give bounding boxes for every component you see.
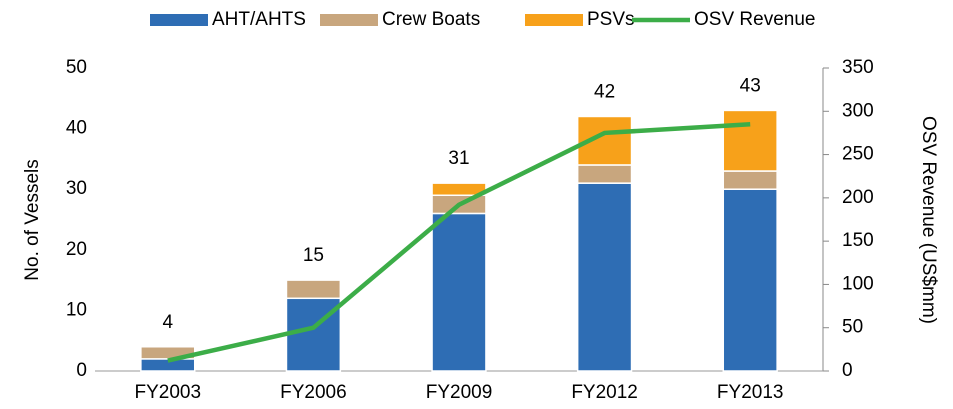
- bar-segment: [431, 212, 487, 372]
- legend-swatch: [320, 14, 378, 26]
- x-tick-label: FY2012: [571, 382, 638, 403]
- y-tick-label: 10: [66, 299, 87, 320]
- x-tick-label: FY2013: [717, 382, 784, 403]
- legend-swatch: [150, 14, 208, 26]
- line-series: [167, 122, 751, 363]
- total-label: 4: [163, 312, 174, 333]
- x-tick-label: FY2009: [426, 382, 493, 403]
- total-label: 31: [448, 148, 469, 169]
- bar-segment: [722, 188, 778, 372]
- total-label: 15: [303, 245, 324, 266]
- legend-swatch: [525, 14, 583, 26]
- y-tick-label: 50: [66, 57, 87, 78]
- y2-tick-label: 0: [842, 360, 853, 381]
- y2-axis-title: OSV Revenue (US$mm): [918, 116, 939, 324]
- y2-tick-label: 150: [842, 230, 874, 251]
- bar-segment: [722, 109, 778, 172]
- y2-tick-label: 350: [842, 57, 874, 78]
- legend-label: OSV Revenue: [694, 9, 815, 30]
- bar-segment: [140, 358, 196, 372]
- bar-segment: [576, 164, 633, 184]
- y-tick-label: 0: [76, 360, 87, 381]
- total-label: 43: [740, 75, 761, 96]
- legend-label: Crew Boats: [382, 9, 480, 30]
- bar-segment: [285, 279, 342, 300]
- y-tick-label: 40: [66, 118, 87, 139]
- legend-label: PSVs: [587, 9, 635, 30]
- x-tick-label: FY2003: [135, 382, 202, 403]
- x-tick-label: FY2006: [280, 382, 347, 403]
- y2-tick-label: 200: [842, 187, 874, 208]
- y-axis-title: No. of Vessels: [22, 159, 43, 280]
- y2-tick-label: 250: [842, 144, 874, 165]
- y-tick-label: 20: [66, 239, 87, 260]
- bar-segment: [722, 170, 778, 190]
- y2-tick-label: 300: [842, 100, 874, 121]
- legend-label: AHT/AHTS: [212, 9, 306, 30]
- y2-tick-label: 50: [842, 317, 863, 338]
- bar-segment: [576, 182, 633, 372]
- y-tick-label: 30: [66, 178, 87, 199]
- y2-tick-label: 100: [842, 273, 874, 294]
- total-label: 42: [594, 81, 615, 102]
